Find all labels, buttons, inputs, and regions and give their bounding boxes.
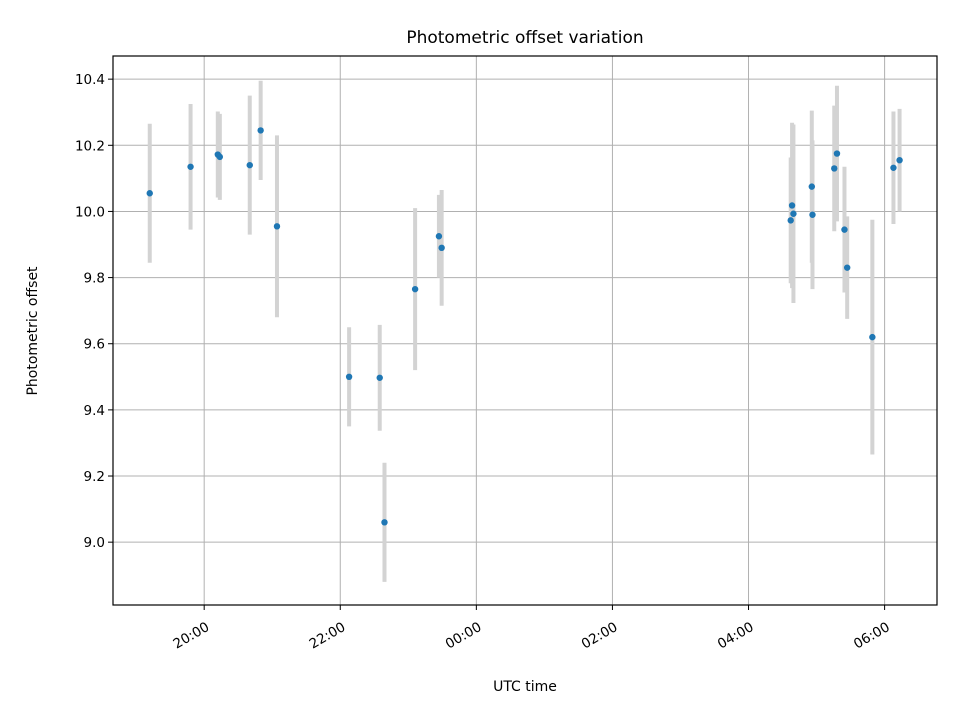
axis-ticks: 20:00 22:00 00:00 02:00 04:00 06:00 9.0 9.2 9.4 9…	[75, 72, 893, 652]
data-point	[216, 153, 224, 161]
data-point	[146, 190, 153, 197]
data-point	[809, 211, 816, 218]
y-tick-label: 9.0	[84, 535, 105, 551]
data-point	[788, 202, 796, 209]
data-point	[890, 164, 897, 171]
data-point	[896, 156, 903, 164]
data-points	[146, 127, 903, 526]
data-point	[187, 163, 194, 170]
x-tick-label: 04:00	[715, 619, 757, 652]
y-tick-label: 9.6	[84, 337, 105, 353]
data-point	[411, 285, 419, 293]
x-tick-label: 20:00	[171, 619, 213, 652]
y-axis-label: Photometric offset	[25, 266, 41, 396]
error-bars	[147, 80, 902, 582]
y-tick-label: 9.2	[84, 469, 105, 485]
data-point	[787, 217, 794, 224]
x-tick-label: 02:00	[579, 619, 621, 652]
plot-frame	[112, 55, 938, 606]
y-tick-label: 9.8	[84, 271, 105, 287]
data-point	[841, 226, 848, 233]
x-axis-label: UTC time	[493, 679, 557, 695]
x-tick-label: 22:00	[307, 619, 349, 652]
y-tick-label: 9.4	[84, 403, 105, 419]
data-point	[843, 264, 851, 271]
x-tick-label: 06:00	[851, 619, 893, 652]
chart-title: Photometric offset variation	[406, 28, 643, 48]
data-point	[246, 161, 253, 169]
x-tick-label: 00:00	[443, 619, 485, 652]
data-point	[257, 127, 264, 134]
data-point	[435, 233, 443, 240]
y-tick-label: 10.2	[75, 138, 105, 154]
data-point	[869, 333, 876, 341]
data-point	[381, 519, 388, 526]
data-point	[831, 165, 838, 172]
data-point	[376, 374, 383, 381]
data-point	[345, 373, 353, 381]
data-point	[808, 183, 816, 190]
data-point	[833, 150, 841, 157]
data-point	[790, 210, 797, 217]
data-point	[273, 223, 281, 230]
data-point	[438, 244, 445, 252]
y-tick-label: 10.4	[75, 72, 105, 88]
y-tick-label: 10.0	[75, 204, 105, 220]
